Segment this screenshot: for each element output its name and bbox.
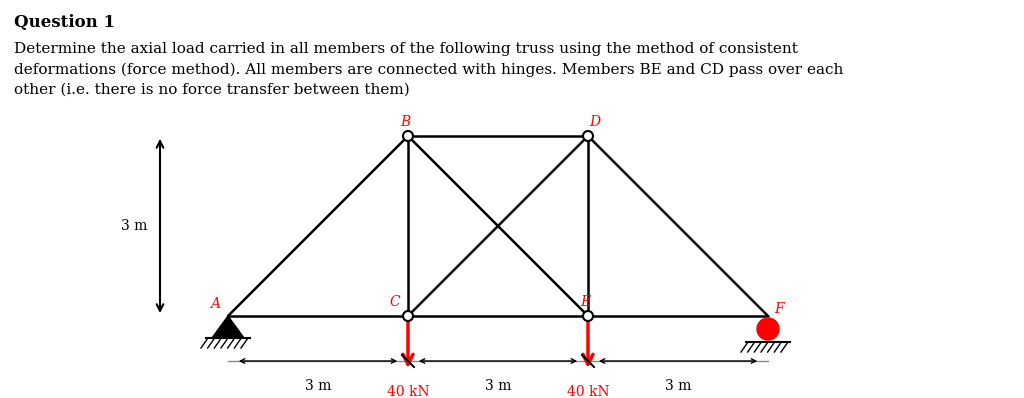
Text: D: D <box>590 115 601 129</box>
Text: 3 m: 3 m <box>665 379 691 393</box>
Text: 40 kN: 40 kN <box>387 385 429 398</box>
Text: 3 m: 3 m <box>484 379 511 393</box>
Text: B: B <box>400 115 411 129</box>
Text: 3 m: 3 m <box>121 219 147 233</box>
Text: F: F <box>774 302 783 316</box>
Circle shape <box>583 131 593 141</box>
Text: Determine the axial load carried in all members of the following truss using the: Determine the axial load carried in all … <box>14 42 844 97</box>
Circle shape <box>403 311 413 321</box>
Text: Question 1: Question 1 <box>14 14 115 31</box>
Polygon shape <box>212 316 244 338</box>
Text: 40 kN: 40 kN <box>566 385 609 398</box>
Text: A: A <box>210 297 220 311</box>
Circle shape <box>757 318 779 340</box>
Text: 3 m: 3 m <box>305 379 331 393</box>
Circle shape <box>403 131 413 141</box>
Text: C: C <box>389 295 400 309</box>
Circle shape <box>583 311 593 321</box>
Text: E: E <box>580 295 590 309</box>
